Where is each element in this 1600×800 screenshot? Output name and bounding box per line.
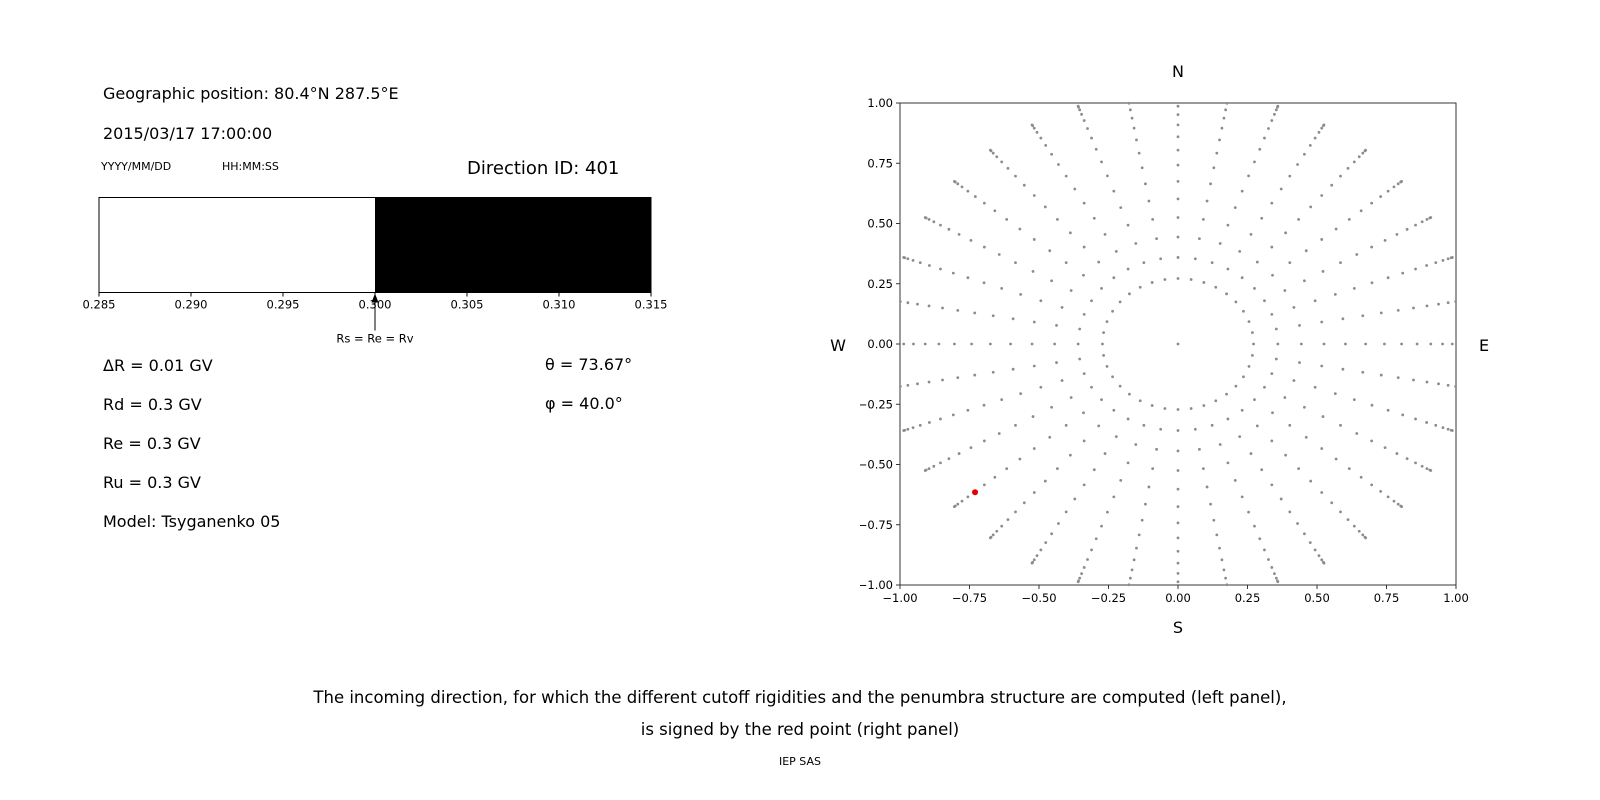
param-re: Re = 0.3 GV bbox=[103, 434, 201, 453]
compass-south-label: S bbox=[1172, 618, 1184, 637]
y-tick-label: −0.75 bbox=[860, 518, 893, 532]
param-delta-r: ΔR = 0.01 GV bbox=[103, 356, 213, 375]
x-tick-label: −0.25 bbox=[1091, 591, 1126, 605]
phi-value: φ = 40.0° bbox=[545, 394, 623, 413]
direction-id: Direction ID: 401 bbox=[467, 158, 620, 179]
direction-grid-dots bbox=[898, 101, 1458, 587]
x-tick-label: 0.285 bbox=[83, 298, 116, 312]
caption-line-1: The incoming direction, for which the di… bbox=[313, 688, 1287, 707]
x-tick-label: 0.310 bbox=[543, 298, 576, 312]
param-rd: Rd = 0.3 GV bbox=[103, 395, 202, 414]
y-tick-label: −0.50 bbox=[860, 458, 893, 472]
x-tick-label: −0.75 bbox=[952, 591, 987, 605]
compass-east-label: E bbox=[1478, 336, 1490, 355]
direction-scatter-chart: −1.00 −0.75 −0.50 −0.25 0.00 0.25 0.50 0.75 1.00… bbox=[860, 96, 1469, 605]
arrow-label: Rs = Re = Rv bbox=[336, 332, 413, 346]
geographic-position: Geographic position: 80.4°N 287.5°E bbox=[103, 84, 399, 103]
y-tick-label: 0.00 bbox=[867, 337, 893, 351]
x-tick-label: 1.00 bbox=[1443, 591, 1469, 605]
x-tick-label: 0.00 bbox=[1165, 591, 1191, 605]
y-tick-label: 0.75 bbox=[867, 156, 893, 170]
x-tick-label: −0.50 bbox=[1021, 591, 1056, 605]
y-tick-label: −0.25 bbox=[860, 397, 893, 411]
time-format-label: HH:MM:SS bbox=[222, 160, 279, 173]
y-tick-label: 1.00 bbox=[867, 96, 893, 110]
penumbra-region bbox=[99, 197, 375, 293]
penumbra-region bbox=[375, 197, 651, 293]
credit-text: IEP SAS bbox=[778, 755, 822, 768]
y-tick-label: −1.00 bbox=[860, 578, 893, 592]
x-tick-label: 0.50 bbox=[1304, 591, 1330, 605]
x-tick-label: −1.00 bbox=[882, 591, 917, 605]
compass-north-label: N bbox=[1172, 62, 1184, 81]
y-tick-label: 0.50 bbox=[867, 217, 893, 231]
x-tick-label: 0.290 bbox=[175, 298, 208, 312]
param-model: Model: Tsyganenko 05 bbox=[103, 512, 281, 531]
x-tick-label: 0.305 bbox=[451, 298, 484, 312]
compass-west-label: W bbox=[830, 336, 846, 355]
param-ru: Ru = 0.3 GV bbox=[103, 473, 201, 492]
date-format-label: YYYY/MM/DD bbox=[101, 160, 172, 173]
theta-value: θ = 73.67° bbox=[545, 355, 633, 374]
x-tick-label: 0.295 bbox=[267, 298, 300, 312]
arrow-head-icon bbox=[371, 293, 379, 303]
y-tick-label: 0.25 bbox=[867, 277, 893, 291]
caption-line-2: is signed by the red point (right panel) bbox=[640, 720, 960, 739]
x-tick-label: 0.25 bbox=[1235, 591, 1261, 605]
x-tick-label: 0.315 bbox=[635, 298, 668, 312]
x-tick-label: 0.75 bbox=[1374, 591, 1400, 605]
datetime-value: 2015/03/17 17:00:00 bbox=[103, 124, 273, 143]
red-point bbox=[972, 489, 979, 496]
